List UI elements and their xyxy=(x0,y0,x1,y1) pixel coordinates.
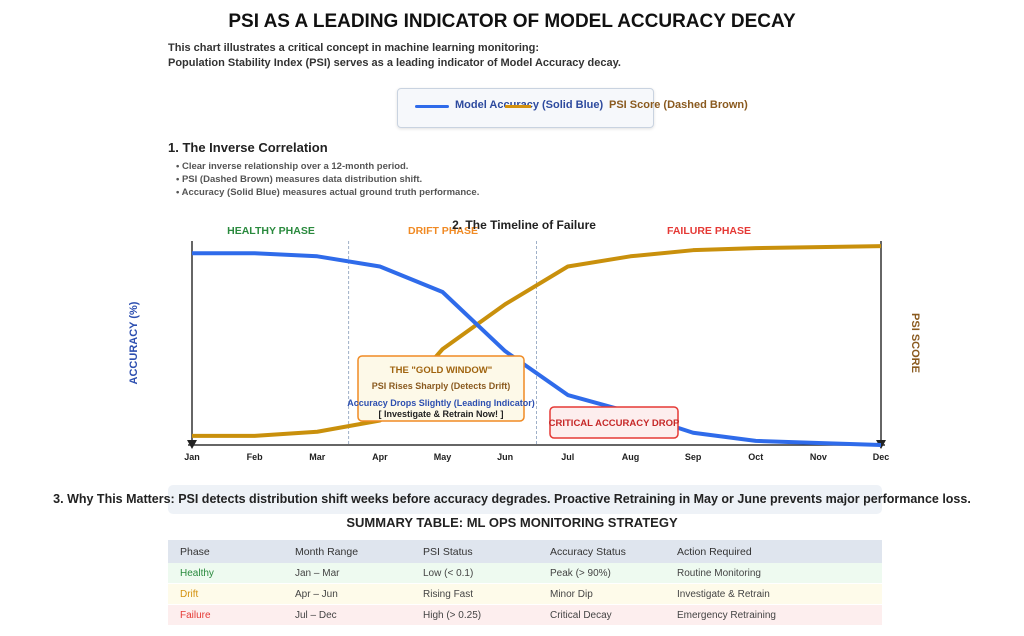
section3-banner xyxy=(168,485,882,514)
bullet: • PSI (Dashed Brown) measures data distr… xyxy=(176,174,423,185)
gold-window-box xyxy=(357,355,525,422)
x-tick-label: Aug xyxy=(622,452,640,462)
x-tick-label: May xyxy=(434,452,452,462)
subtitle-line-2: Population Stability Index (PSI) serves … xyxy=(168,57,621,69)
critical-drop-label: CRITICAL ACCURACY DROP xyxy=(549,418,680,429)
cell: Investigate & Retrain xyxy=(677,588,770,600)
cell: Jan – Mar xyxy=(295,567,340,579)
table-row: Healthy Jan – Mar Low (< 0.1) Peak (> 90… xyxy=(168,563,882,584)
phase-label-failure: FAILURE PHASE xyxy=(667,225,751,237)
header-accuracy-status: Accuracy Status xyxy=(538,540,665,563)
summary-table: Phase Month Range PSI Status Accuracy St… xyxy=(168,540,882,626)
table-row: Failure Jul – Dec High (> 0.25) Critical… xyxy=(168,604,882,626)
bullet: • Clear inverse relationship over a 12-m… xyxy=(176,161,409,172)
header-month-range: Month Range xyxy=(283,540,411,563)
header-phase: Phase xyxy=(168,540,283,563)
x-tick-label: Jul xyxy=(561,452,574,462)
table-header-row: Phase Month Range PSI Status Accuracy St… xyxy=(168,540,882,563)
x-tick-label: Sep xyxy=(685,452,702,462)
legend-psi-label: PSI Score (Dashed Brown) xyxy=(609,99,748,111)
gold-window-psi-note: PSI Rises Sharply (Detects Drift) xyxy=(372,381,511,391)
timeline-chart: Jan Feb Mar Apr May Jun Jul Aug Sep Oct Nov Dec HEA… xyxy=(128,218,921,462)
legend-psi-swatch xyxy=(505,105,531,108)
cell: Apr – Jun xyxy=(295,588,338,600)
psi-line xyxy=(192,244,882,438)
cell: Minor Dip xyxy=(550,588,593,600)
gold-window-accuracy-note: Accuracy Drops Slightly (Leading Indicat… xyxy=(347,398,535,408)
page-title: PSI AS A LEADING INDICATOR OF MODEL ACCU… xyxy=(228,11,796,32)
cell: Critical Decay xyxy=(550,609,612,621)
x-tick-label: Jun xyxy=(497,452,513,462)
chart-title: 2. The Timeline of Failure xyxy=(452,218,596,232)
critical-drop-box xyxy=(549,406,679,439)
section3-text: 3. Why This Matters: PSI detects distrib… xyxy=(53,492,971,506)
gold-window-action: [ Investigate & Retrain Now! ] xyxy=(378,409,503,419)
x-tick-label: Dec xyxy=(873,452,890,462)
cell: Rising Fast xyxy=(423,588,474,600)
y-axis-right-label: PSI SCORE xyxy=(909,313,921,373)
left-arrow-icon xyxy=(187,440,197,449)
gold-window-title: THE "GOLD WINDOW" xyxy=(390,365,492,376)
x-tick-label: Apr xyxy=(372,452,388,462)
header-psi-status: PSI Status xyxy=(411,540,538,563)
accuracy-line xyxy=(192,251,882,447)
phase-label-drift: DRIFT PHASE xyxy=(408,225,478,237)
table-row: Drift Apr – Jun Rising Fast Minor Dip In… xyxy=(168,583,882,605)
section1-heading: 1. The Inverse Correlation xyxy=(168,140,328,155)
cell: High (> 0.25) xyxy=(423,609,482,621)
cell: Emergency Retraining xyxy=(677,609,776,621)
x-tick-label: Mar xyxy=(309,452,326,462)
bullet: • Accuracy (Solid Blue) measures actual … xyxy=(176,187,480,198)
cell: Routine Monitoring xyxy=(677,567,761,579)
legend xyxy=(397,88,654,128)
cell: Low (< 0.1) xyxy=(423,567,474,579)
legend-accuracy-swatch xyxy=(415,105,449,108)
cell-phase: Drift xyxy=(180,588,199,600)
header-action-required: Action Required xyxy=(665,540,882,563)
x-tick-label: Feb xyxy=(247,452,264,462)
x-tick-label: Oct xyxy=(748,452,763,462)
table-title: SUMMARY TABLE: ML OPS MONITORING STRATEG… xyxy=(346,515,678,530)
cell-phase: Healthy xyxy=(180,567,214,579)
cell: Peak (> 90%) xyxy=(550,567,611,579)
x-tick-label: Jan xyxy=(184,452,200,462)
cell: Jul – Dec xyxy=(295,609,337,621)
cell-phase: Failure xyxy=(180,609,211,621)
y-axis-label: ACCURACY (%) xyxy=(128,301,140,384)
subtitle-line-1: This chart illustrates a critical concep… xyxy=(168,42,540,54)
phase-label-healthy: HEALTHY PHASE xyxy=(227,225,315,237)
x-tick-label: Nov xyxy=(810,452,827,462)
